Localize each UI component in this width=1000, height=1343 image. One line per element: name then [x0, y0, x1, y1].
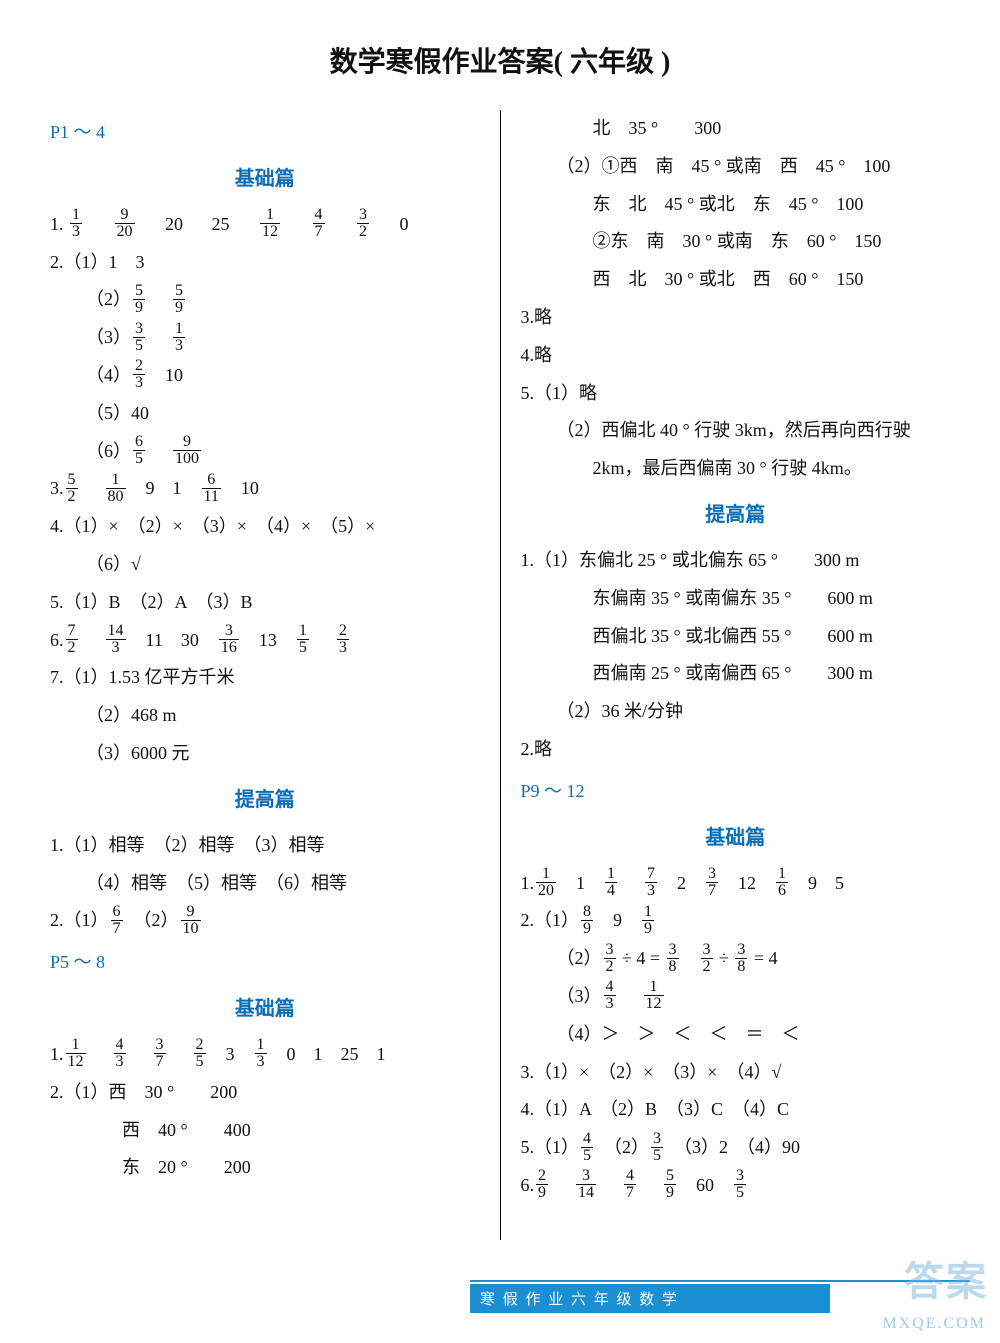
answer-line: 5.（1）45 （2）35 （3）2 （4）90: [521, 1129, 951, 1167]
answer-line: 1.（1）东偏北 25 ° 或北偏东 65 ° 300 m: [521, 542, 951, 580]
answer-line: （5）40: [50, 395, 480, 433]
answer-line: ②东 南 30 ° 或南 东 60 ° 150: [521, 223, 951, 261]
answer-line: 1.（1）相等 （2）相等 （3）相等: [50, 827, 480, 865]
answer-line: 2.略: [521, 731, 951, 769]
answer-line: 4.（1）× （2）× （3）× （4）× （5）×: [50, 508, 480, 546]
answer-line: 5.（1）略: [521, 375, 951, 413]
section-head: 基础篇: [50, 158, 480, 200]
answer-line: 1.120 1 1473 2 37 12 16 9 5: [521, 865, 951, 903]
section-head: 基础篇: [521, 817, 951, 859]
answer-line: 西偏北 35 ° 或北偏西 55 ° 600 m: [521, 618, 951, 656]
answer-line: （4）＞ ＞ ＜ ＜ ＝ ＜: [521, 1016, 951, 1054]
answer-line: 东偏南 35 ° 或南偏东 35 ° 600 m: [521, 580, 951, 618]
answer-line: 东 20 ° 200: [50, 1149, 480, 1187]
answer-line: （2）西偏北 40 ° 行驶 3km，然后再向西行驶: [521, 412, 951, 450]
answer-line: 3.52180 9 1 611 10: [50, 470, 480, 508]
page-range: P9 ～ 12: [521, 773, 951, 811]
footer: 寒 假 作 业 六 年 级 数 学: [470, 1280, 970, 1313]
section-head: 提高篇: [50, 779, 480, 821]
answer-line: 4.略: [521, 337, 951, 375]
answer-line: 西 40 ° 400: [50, 1112, 480, 1150]
answer-line: 北 35 ° 300: [521, 110, 951, 148]
answer-line: 3.（1）× （2）× （3）× （4）√: [521, 1054, 951, 1092]
answer-line: （2）36 米/分钟: [521, 693, 951, 731]
answer-line: （6）659100: [50, 433, 480, 471]
answer-line: 2.（1）西 30 ° 200: [50, 1074, 480, 1112]
answer-line: （2）①西 南 45 ° 或南 西 45 ° 100: [521, 148, 951, 186]
answer-line: 1. 13 920 20 25 112 47 32 0: [50, 206, 480, 244]
answer-line: （2）32 ÷ 4 = 38 32 ÷ 38 = 4: [521, 940, 951, 978]
answer-line: （6）√: [50, 546, 480, 584]
answer-line: 2.（1）67 （2）910: [50, 902, 480, 940]
page-title: 数学寒假作业答案( 六年级 ): [50, 40, 950, 80]
page-range: P5 ～ 8: [50, 944, 480, 982]
answer-line: （3）3513: [50, 319, 480, 357]
section-head: 基础篇: [50, 988, 480, 1030]
answer-line: （2）5959: [50, 281, 480, 319]
left-column: P1 ～ 4 基础篇 1. 13 920 20 25 112 47 32 0 2…: [50, 110, 500, 1240]
answer-line: 东 北 45 ° 或北 东 45 ° 100: [521, 186, 951, 224]
right-column: 北 35 ° 300 （2）①西 南 45 ° 或南 西 45 ° 100 东 …: [501, 110, 951, 1240]
answer-line: （4）23 10: [50, 357, 480, 395]
answer-line: 4.（1）A （2）B （3）C （4）C: [521, 1091, 951, 1129]
footer-label: 寒 假 作 业 六 年 级 数 学: [470, 1284, 830, 1313]
answer-line: 2.（1）1 3: [50, 244, 480, 282]
answer-line: 2.（1）89 9 19: [521, 902, 951, 940]
answer-line: （3）6000 元: [50, 735, 480, 773]
answer-line: 7.（1）1.53 亿平方千米: [50, 659, 480, 697]
answer-line: 6.72143 11 30 316 13 1523: [50, 622, 480, 660]
answer-line: （2）468 m: [50, 697, 480, 735]
section-head: 提高篇: [521, 494, 951, 536]
answer-line: 西 北 30 ° 或北 西 60 ° 150: [521, 261, 951, 299]
answer-line: 2km，最后西偏南 30 ° 行驶 4km。: [521, 450, 951, 488]
answer-line: 5.（1）B （2）A （3）B: [50, 584, 480, 622]
watermark-url: MXQE.COM: [882, 1315, 986, 1333]
answer-line: 1.112433725 3 13 0 1 25 1: [50, 1036, 480, 1074]
answer-line: 西偏南 25 ° 或南偏西 65 ° 300 m: [521, 655, 951, 693]
answer-line: （3）43112: [521, 978, 951, 1016]
answer-line: 6.293144759 60 35: [521, 1167, 951, 1205]
answer-line: （4）相等 （5）相等 （6）相等: [50, 865, 480, 903]
answer-line: 3.略: [521, 299, 951, 337]
page-range: P1 ～ 4: [50, 114, 480, 152]
